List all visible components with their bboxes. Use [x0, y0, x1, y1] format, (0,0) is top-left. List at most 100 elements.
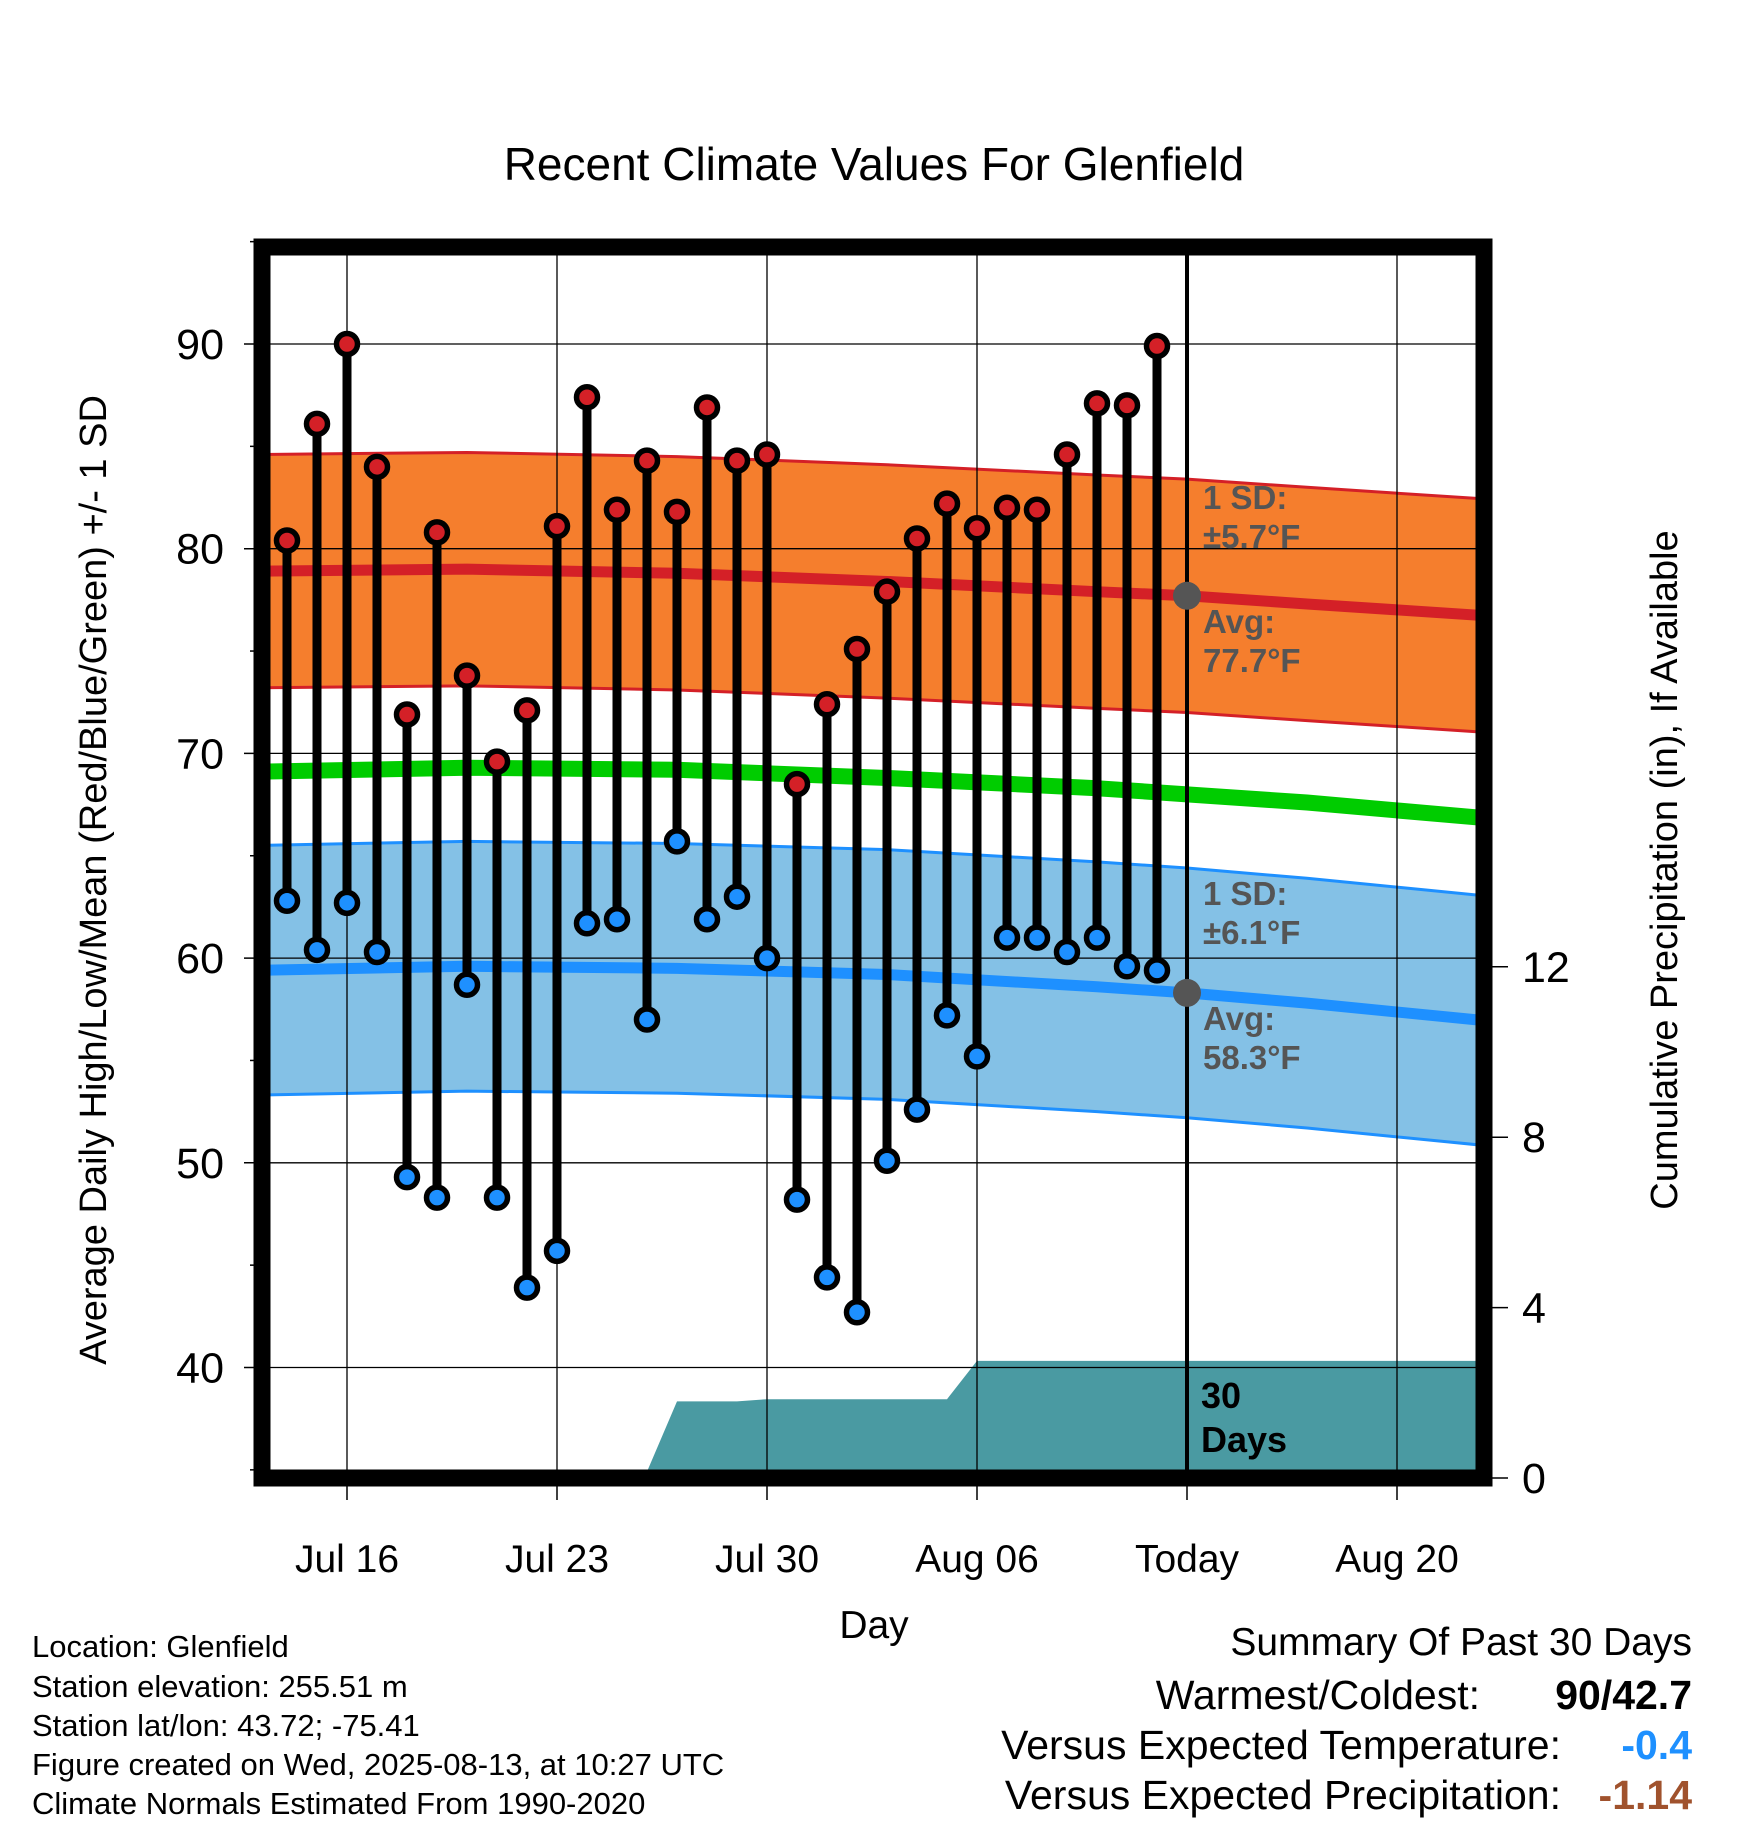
daily-high-point	[843, 635, 871, 663]
daily-high-point	[333, 330, 361, 358]
daily-low-point	[1083, 924, 1111, 951]
chart-title: Recent Climate Values For Glenfield	[504, 138, 1245, 190]
low-sd-value: ±6.1°F	[1203, 914, 1300, 951]
daily-high-point	[1143, 332, 1171, 360]
daily-high-point	[393, 701, 421, 728]
daily-high-point	[873, 578, 901, 605]
normal-high-lower-edge	[262, 684, 1484, 734]
daily-high-point	[273, 527, 301, 554]
y-axis-label-right: Cumulative Precipitation (in), If Availa…	[1644, 530, 1686, 1209]
daily-low-point	[603, 905, 631, 933]
daily-low-point	[273, 887, 301, 915]
daily-high-point	[933, 490, 961, 517]
daily-low-point	[993, 924, 1021, 951]
daily-high-point	[813, 691, 841, 718]
daily-high-point	[363, 453, 391, 481]
y-left-tick-label: 70	[176, 730, 224, 778]
daily-high-point	[963, 514, 991, 542]
daily-low-point	[543, 1237, 571, 1265]
daily-low-point	[453, 971, 481, 998]
y-axis-label-left: Average Daily High/Low/Mean (Red/Blue/Gr…	[73, 395, 115, 1365]
high-avg-label: Avg:	[1203, 603, 1275, 640]
daily-high-point	[543, 512, 571, 540]
daily-low-point	[303, 936, 331, 964]
daily-high-point	[723, 447, 751, 474]
daily-low-point	[513, 1274, 541, 1301]
daily-high-point	[903, 525, 931, 552]
daily-low-point	[1143, 957, 1171, 984]
daily-low-point	[783, 1186, 811, 1213]
daily-low-point	[363, 938, 391, 966]
daily-low-point	[753, 944, 781, 972]
y-left-tick-label: 60	[176, 935, 224, 983]
normal-high-avg-line	[262, 563, 1484, 622]
daily-low-point	[393, 1163, 421, 1191]
precipitation-area	[262, 1360, 1484, 1478]
daily-high-point	[303, 410, 331, 438]
y-left-tick-label: 40	[176, 1345, 224, 1393]
summary-warmest-value: 90/42.7	[1555, 1672, 1692, 1718]
summary-temp-value: -0.4	[1621, 1722, 1692, 1768]
daily-low-point	[813, 1264, 841, 1291]
daily-low-point	[483, 1184, 511, 1211]
plot-area	[262, 247, 1484, 1478]
daily-high-point	[753, 441, 781, 468]
summary-precip-label: Versus Expected Precipitation:	[1004, 1772, 1561, 1818]
summary-warmest-label: Warmest/Coldest:	[1155, 1672, 1480, 1718]
footer-elevation: Station elevation: 255.51 m	[32, 1669, 408, 1704]
normal-high-upper-edge	[262, 450, 1484, 501]
summary-precip-value: -1.14	[1598, 1772, 1692, 1818]
footer-location: Location: Glenfield	[32, 1629, 289, 1664]
daily-high-point	[1053, 441, 1081, 468]
daily-low-point	[1053, 938, 1081, 966]
daily-low-point	[1023, 924, 1051, 951]
daily-low-point	[903, 1096, 931, 1123]
y-left-tick-label: 50	[176, 1140, 224, 1188]
daily-low-point	[693, 905, 721, 933]
x-tick-label: Jul 16	[295, 1538, 399, 1581]
high-sd-label: 1 SD:	[1203, 479, 1287, 516]
footer-created: Figure created on Wed, 2025-08-13, at 10…	[32, 1747, 725, 1782]
daily-low-point	[663, 828, 691, 855]
high-sd-value: ±5.7°F	[1203, 518, 1300, 555]
daily-low-point	[963, 1043, 991, 1070]
x-tick-label: Today	[1135, 1538, 1240, 1581]
x-tick-label: Jul 23	[505, 1538, 609, 1581]
days-word-label: Days	[1201, 1419, 1287, 1460]
footer-normals: Climate Normals Estimated From 1990-2020	[32, 1786, 646, 1821]
daily-high-point	[1023, 496, 1051, 524]
daily-high-point	[783, 770, 811, 798]
daily-low-point	[843, 1298, 871, 1326]
today-high-avg-marker	[1173, 581, 1201, 610]
summary-temp-row: Versus Expected Temperature: -0.4	[932, 1722, 1692, 1772]
daily-high-point	[633, 447, 661, 474]
y-right-tick-label: 4	[1522, 1285, 1546, 1333]
y-right-tick-label: 0	[1522, 1455, 1546, 1503]
daily-high-point	[453, 662, 481, 689]
normal-low-avg-line	[262, 960, 1484, 1027]
summary-title: Summary Of Past 30 Days	[1230, 1621, 1692, 1664]
y-right-tick-label: 8	[1522, 1114, 1546, 1162]
y-right-tick-label: 12	[1522, 944, 1570, 992]
daily-low-point	[723, 883, 751, 910]
summary-temp-label: Versus Expected Temperature:	[1001, 1722, 1561, 1768]
low-sd-label: 1 SD:	[1203, 875, 1287, 912]
daily-low-point	[423, 1184, 451, 1211]
daily-low-point	[1113, 953, 1141, 980]
summary-warmest-row: Warmest/Coldest: 90/42.7	[1156, 1672, 1692, 1722]
summary-precip-row: Versus Expected Precipitation: -1.14	[932, 1772, 1692, 1822]
daily-low-point	[333, 889, 361, 917]
daily-low-point	[573, 910, 601, 937]
daily-low-point	[873, 1147, 901, 1175]
footer-latlon: Station lat/lon: 43.72; -75.41	[32, 1708, 420, 1743]
daily-high-point	[423, 519, 451, 546]
normal-low-band	[262, 841, 1484, 1146]
high-avg-value: 77.7°F	[1203, 642, 1301, 679]
days-count-label: 30	[1201, 1375, 1241, 1416]
daily-high-point	[513, 697, 541, 724]
plot-frame	[253, 238, 1493, 1487]
daily-low-point	[933, 1002, 961, 1029]
low-avg-label: Avg:	[1203, 1000, 1275, 1037]
daily-high-point	[1083, 390, 1111, 417]
